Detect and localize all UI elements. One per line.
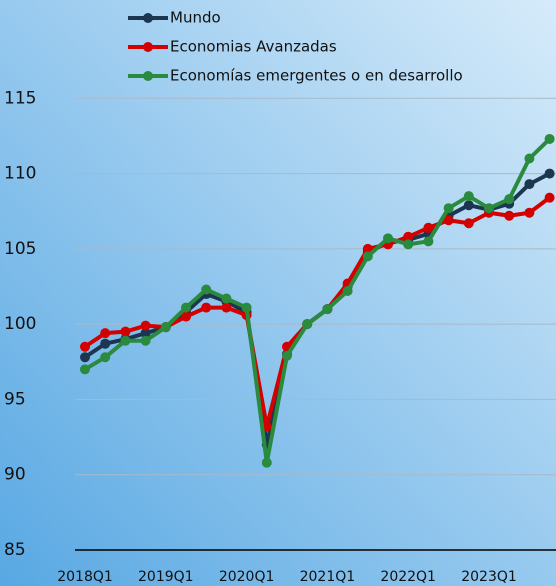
data-point — [484, 203, 494, 214]
data-point — [524, 207, 535, 218]
data-point — [362, 251, 373, 262]
data-point — [140, 335, 151, 346]
data-point — [443, 203, 454, 214]
data-point — [100, 352, 111, 363]
data-point — [524, 179, 535, 190]
y-tick-label: 110 — [4, 164, 36, 184]
y-tick-label: 85 — [4, 540, 26, 560]
data-point — [221, 302, 232, 313]
data-point — [80, 352, 90, 363]
y-tick-label: 105 — [4, 239, 36, 259]
data-point — [544, 192, 555, 203]
data-point — [544, 133, 555, 144]
legend-marker — [143, 42, 153, 52]
data-point — [342, 286, 353, 297]
data-point — [504, 210, 515, 221]
legend-marker — [143, 13, 153, 23]
data-point — [100, 338, 111, 349]
data-point — [362, 243, 373, 254]
y-tick-label: 100 — [4, 314, 36, 334]
data-point — [80, 364, 90, 375]
x-tick-label: 2023Q1 — [461, 569, 517, 585]
data-point — [201, 302, 212, 313]
data-point — [120, 326, 131, 337]
legend-label: Economías emergentes o en desarrollo — [170, 67, 463, 85]
y-tick-label: 115 — [4, 88, 36, 108]
data-point — [423, 236, 434, 247]
data-point — [140, 328, 151, 339]
data-point — [201, 284, 212, 295]
data-point — [463, 200, 474, 211]
data-point — [80, 341, 90, 352]
y-tick-label: 90 — [4, 465, 26, 485]
x-tick-label: 2022Q1 — [380, 569, 436, 585]
data-point — [302, 319, 313, 330]
legend-label: Economias Avanzadas — [170, 38, 337, 56]
x-tick-label: 2019Q1 — [138, 569, 194, 585]
data-point — [181, 311, 191, 322]
data-point — [544, 168, 555, 179]
data-point — [160, 322, 171, 333]
data-point — [282, 350, 292, 361]
data-point — [140, 320, 151, 331]
data-point — [443, 215, 454, 226]
legend-marker — [143, 71, 153, 81]
data-point — [322, 304, 333, 315]
data-point — [504, 194, 515, 205]
data-point — [463, 218, 474, 229]
data-point — [403, 231, 414, 242]
data-point — [261, 457, 272, 468]
y-tick-label: 95 — [4, 389, 26, 409]
x-tick-label: 2021Q1 — [300, 569, 356, 585]
data-point — [403, 239, 414, 250]
data-point — [221, 293, 232, 304]
legend-label: Mundo — [170, 9, 221, 27]
data-point — [423, 222, 434, 233]
x-tick-label: 2018Q1 — [57, 569, 113, 585]
data-point — [524, 153, 535, 164]
data-point — [241, 302, 252, 313]
x-tick-label: 2020Q1 — [219, 569, 275, 585]
data-point — [181, 302, 191, 313]
data-point — [100, 328, 111, 339]
data-point — [383, 233, 393, 244]
data-point — [463, 191, 474, 202]
data-point — [120, 335, 131, 346]
